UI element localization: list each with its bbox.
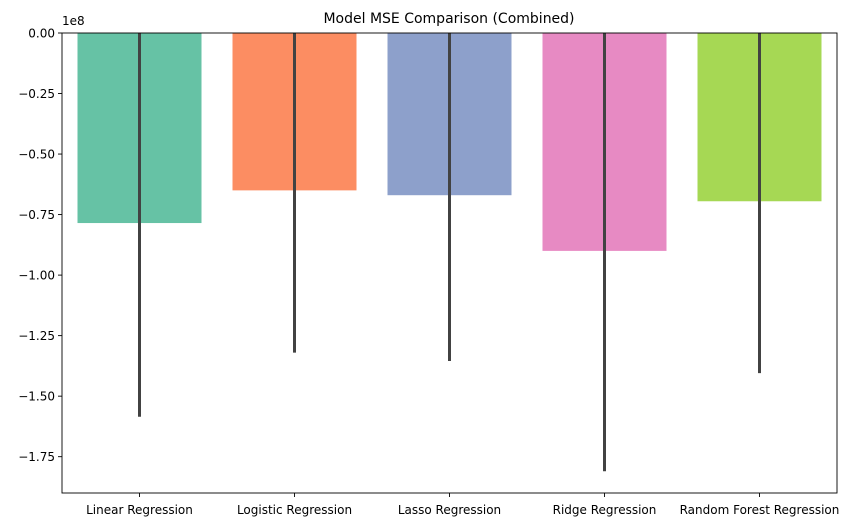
y-axis-offset-label: 1e8 <box>62 14 85 28</box>
y-tick-label: 0.00 <box>28 27 55 41</box>
x-tick-label: Ridge Regression <box>553 503 657 517</box>
x-tick-label: Lasso Regression <box>398 503 501 517</box>
y-axis: 0.00 −0.25 −0.50 −0.75 −1.00 −1.25 −1.50 −1.75 <box>18 27 62 464</box>
y-tick-label: −0.50 <box>18 148 55 162</box>
plot-frame <box>61 32 838 494</box>
error-bars-layer <box>138 33 761 472</box>
x-tick-label: Linear Regression <box>86 503 193 517</box>
x-axis: Linear Regression Logistic Regression Lass… <box>86 493 839 517</box>
chart-title: Model MSE Comparison (Combined) <box>323 11 574 27</box>
y-tick-label: −1.00 <box>18 269 55 283</box>
y-tick-label: −0.25 <box>18 87 55 101</box>
y-tick-label: −1.25 <box>18 329 55 343</box>
y-tick-label: −1.50 <box>18 390 55 404</box>
x-tick-label: Logistic Regression <box>237 503 352 517</box>
x-tick-label: Random Forest Regression <box>680 503 840 517</box>
y-tick-label: −1.75 <box>18 450 55 464</box>
y-tick-label: −0.75 <box>18 208 55 222</box>
